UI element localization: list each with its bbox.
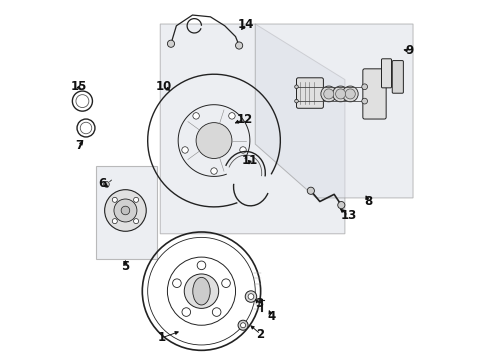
- Polygon shape: [255, 24, 412, 198]
- Text: 9: 9: [405, 44, 413, 57]
- Circle shape: [172, 279, 181, 288]
- Circle shape: [335, 89, 345, 99]
- FancyBboxPatch shape: [296, 78, 323, 108]
- Circle shape: [212, 308, 221, 316]
- Text: 11: 11: [241, 154, 258, 167]
- Circle shape: [238, 320, 247, 330]
- Circle shape: [112, 219, 117, 224]
- FancyBboxPatch shape: [362, 69, 386, 119]
- Circle shape: [337, 202, 344, 209]
- Circle shape: [112, 197, 117, 202]
- Circle shape: [239, 147, 246, 153]
- Text: 8: 8: [364, 195, 371, 208]
- Circle shape: [192, 113, 199, 119]
- Text: 1: 1: [158, 331, 166, 344]
- Circle shape: [167, 40, 174, 47]
- Circle shape: [240, 323, 245, 328]
- Circle shape: [361, 84, 367, 90]
- Circle shape: [361, 98, 367, 104]
- FancyBboxPatch shape: [391, 60, 403, 93]
- Text: 14: 14: [238, 18, 254, 31]
- Polygon shape: [160, 24, 344, 234]
- Circle shape: [342, 86, 357, 102]
- Circle shape: [323, 89, 333, 99]
- Ellipse shape: [192, 277, 210, 305]
- FancyBboxPatch shape: [96, 166, 156, 259]
- Circle shape: [114, 199, 137, 222]
- Text: 13: 13: [340, 210, 356, 222]
- Circle shape: [182, 147, 188, 153]
- Text: 3: 3: [254, 297, 263, 310]
- Circle shape: [184, 274, 218, 309]
- Circle shape: [294, 85, 298, 89]
- Circle shape: [103, 181, 109, 187]
- Circle shape: [182, 308, 190, 316]
- Circle shape: [306, 187, 314, 194]
- Circle shape: [320, 86, 336, 102]
- Text: 4: 4: [267, 310, 275, 323]
- Text: 5: 5: [121, 260, 129, 273]
- Circle shape: [235, 42, 242, 49]
- Circle shape: [197, 261, 205, 270]
- Circle shape: [244, 291, 256, 302]
- Circle shape: [294, 99, 298, 103]
- Circle shape: [221, 279, 230, 288]
- Circle shape: [196, 123, 231, 158]
- Circle shape: [332, 86, 348, 102]
- Circle shape: [133, 219, 138, 224]
- Text: 10: 10: [155, 80, 172, 93]
- Text: 6: 6: [99, 177, 107, 190]
- Circle shape: [210, 168, 217, 174]
- Text: 12: 12: [236, 113, 252, 126]
- Text: 15: 15: [70, 80, 86, 93]
- Circle shape: [345, 89, 355, 99]
- Text: 7: 7: [75, 139, 83, 152]
- Circle shape: [228, 113, 235, 119]
- Circle shape: [104, 190, 146, 231]
- Circle shape: [133, 197, 138, 202]
- Circle shape: [121, 206, 129, 215]
- Circle shape: [247, 294, 253, 300]
- Text: 2: 2: [256, 328, 264, 341]
- FancyBboxPatch shape: [381, 59, 391, 88]
